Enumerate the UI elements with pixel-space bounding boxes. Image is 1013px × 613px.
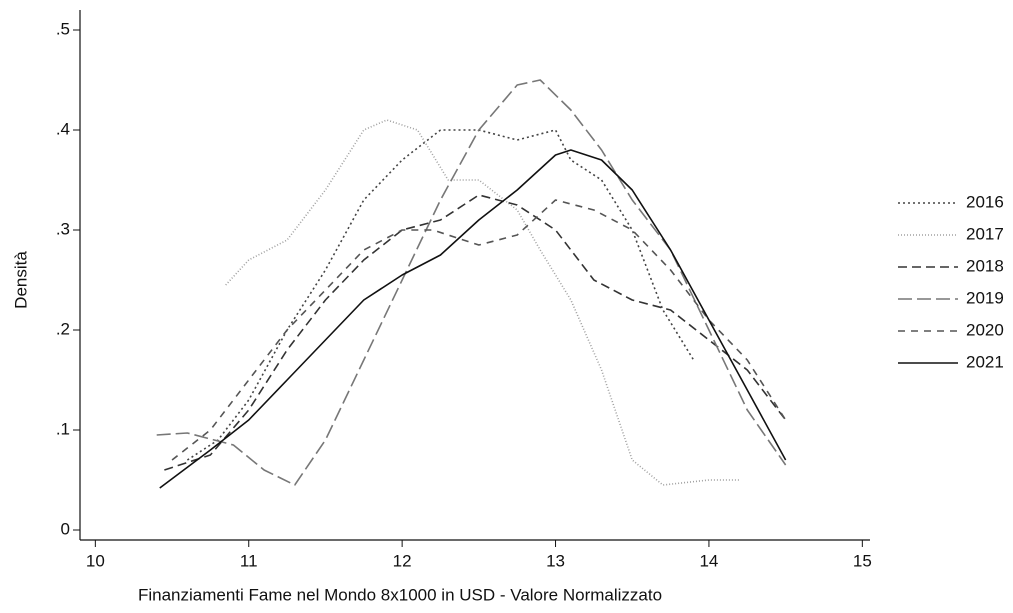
series-line xyxy=(171,199,787,461)
legend-label: 2016 xyxy=(966,192,1004,211)
y-tick-label: .1 xyxy=(56,419,70,438)
legend-label: 2021 xyxy=(966,352,1004,371)
x-tick-label: 15 xyxy=(853,551,872,570)
legend-label: 2017 xyxy=(966,224,1004,243)
x-axis-title: Finanziamenti Fame nel Mondo 8x1000 in U… xyxy=(138,585,662,604)
legend-label: 2018 xyxy=(966,256,1004,275)
y-axis-title: Densità xyxy=(11,251,30,309)
x-tick-label: 12 xyxy=(393,551,412,570)
series-line xyxy=(164,194,787,471)
y-tick-label: .4 xyxy=(56,119,70,138)
series-line xyxy=(159,149,787,489)
x-tick-label: 13 xyxy=(546,551,565,570)
series-line xyxy=(225,119,740,486)
series-line xyxy=(186,129,695,461)
legend-label: 2020 xyxy=(966,320,1004,339)
y-tick-label: 0 xyxy=(61,519,70,538)
x-tick-label: 10 xyxy=(86,551,105,570)
x-tick-label: 11 xyxy=(240,551,258,570)
series-line xyxy=(156,79,787,486)
y-tick-label: .5 xyxy=(56,19,70,38)
y-tick-label: .2 xyxy=(56,319,70,338)
x-tick-label: 14 xyxy=(699,551,718,570)
legend-label: 2019 xyxy=(966,288,1004,307)
y-tick-label: .3 xyxy=(56,219,70,238)
